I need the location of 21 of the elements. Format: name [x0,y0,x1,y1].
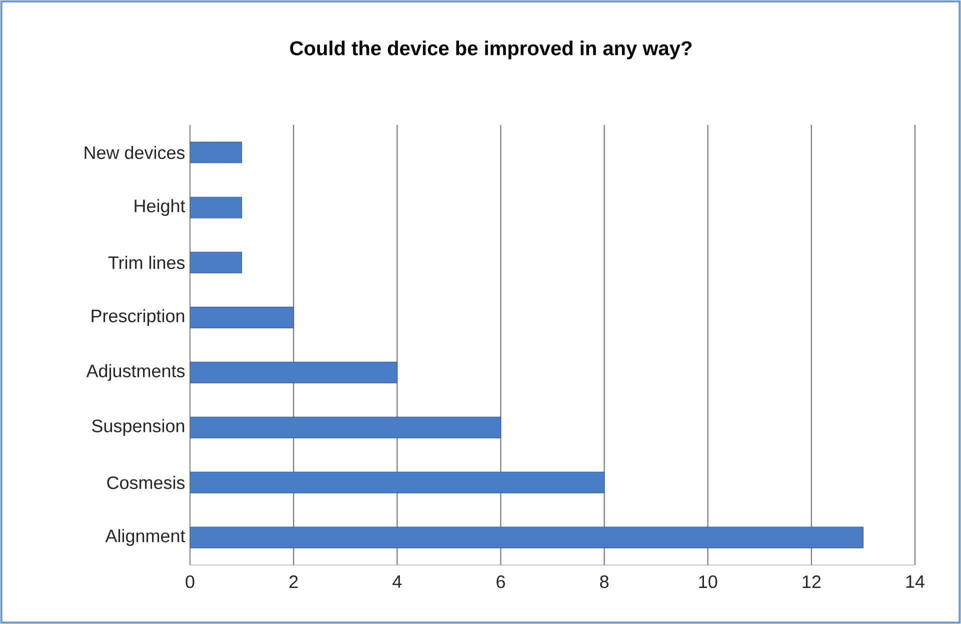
y-tick-label: Cosmesis [107,476,185,490]
y-tick-label: Trim lines [108,256,185,270]
bar [190,472,605,494]
x-tick-label: 6 [496,575,505,588]
x-tick-label: 0 [186,575,194,588]
y-tick-label: Alignment [105,529,186,546]
x-tick-label: 4 [392,575,402,588]
x-tick-label: 14 [906,575,924,588]
chart-title: Could the device be improved in any way? [290,40,692,60]
x-tick-label: 12 [802,575,821,588]
x-tick-label: 2 [289,575,298,588]
y-tick-label: New devices [84,146,185,160]
y-tick-label: Suspension [92,419,184,436]
bar [190,306,294,328]
x-tick-label: 10 [699,575,718,588]
x-tick-label: 8 [600,575,609,588]
bar [190,362,398,384]
y-tick-label: Adjustments [86,364,185,381]
y-tick-label: Prescription [92,309,184,326]
bar [190,416,501,438]
y-tick-label: Height [134,199,186,216]
